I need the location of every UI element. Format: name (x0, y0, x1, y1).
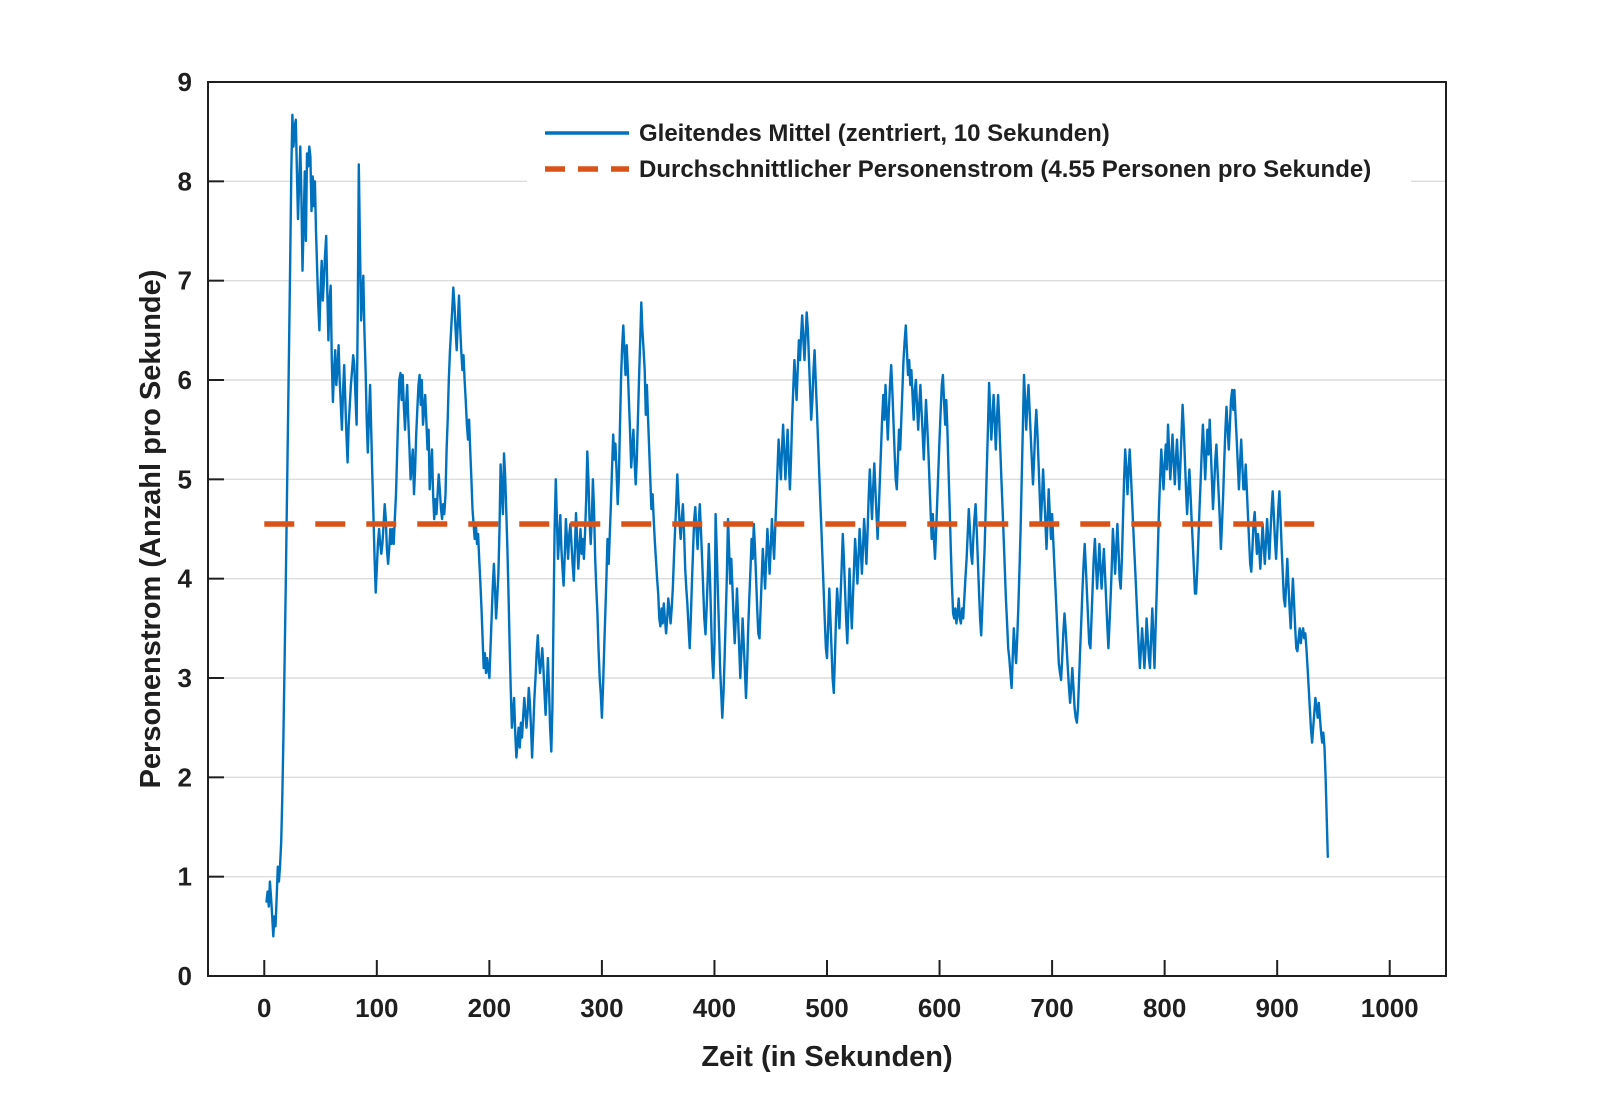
y-tick-label: 8 (178, 166, 192, 196)
y-tick-label: 0 (178, 961, 192, 991)
series-layer (264, 113, 1330, 938)
tick-layer (208, 81, 1391, 977)
x-axis-label: Zeit (in Sekunden) (701, 1041, 952, 1073)
x-tick-label: 400 (693, 993, 736, 1023)
y-tick-label: 1 (178, 862, 192, 892)
y-axis-label: Personenstrom (Anzahl pro Sekunde) (135, 270, 167, 789)
legend: Gleitendes Mittel (zentriert, 10 Sekunde… (527, 107, 1411, 191)
x-tick-label: 700 (1030, 993, 1073, 1023)
y-tick-label: 7 (178, 266, 192, 296)
x-tick-label: 300 (580, 993, 623, 1023)
x-tick-label: 900 (1255, 993, 1298, 1023)
x-tick-label: 100 (355, 993, 398, 1023)
x-tick-label: 800 (1143, 993, 1186, 1023)
x-tick-label: 0 (257, 993, 271, 1023)
moving-average-line (265, 113, 1330, 938)
tick-label-layer: 0 100 200 300 400 500 600 700 800 900 1000 0 1 2 3 4 5 6 7… (178, 67, 1419, 1023)
y-tick-label: 9 (178, 67, 192, 97)
legend-label-mean: Durchschnittlicher Personenstrom (4.55 P… (639, 156, 1371, 183)
x-tick-label: 1000 (1361, 993, 1419, 1023)
x-tick-label: 600 (918, 993, 961, 1023)
y-tick-label: 6 (178, 365, 192, 395)
y-tick-label: 4 (178, 564, 193, 594)
y-tick-label: 2 (178, 762, 192, 792)
x-tick-label: 500 (805, 993, 848, 1023)
x-tick-label: 200 (468, 993, 511, 1023)
legend-label-moving-average: Gleitendes Mittel (zentriert, 10 Sekunde… (639, 120, 1110, 147)
y-tick-label: 3 (178, 663, 192, 693)
y-tick-label: 5 (178, 464, 192, 494)
legend-box (527, 107, 1411, 191)
